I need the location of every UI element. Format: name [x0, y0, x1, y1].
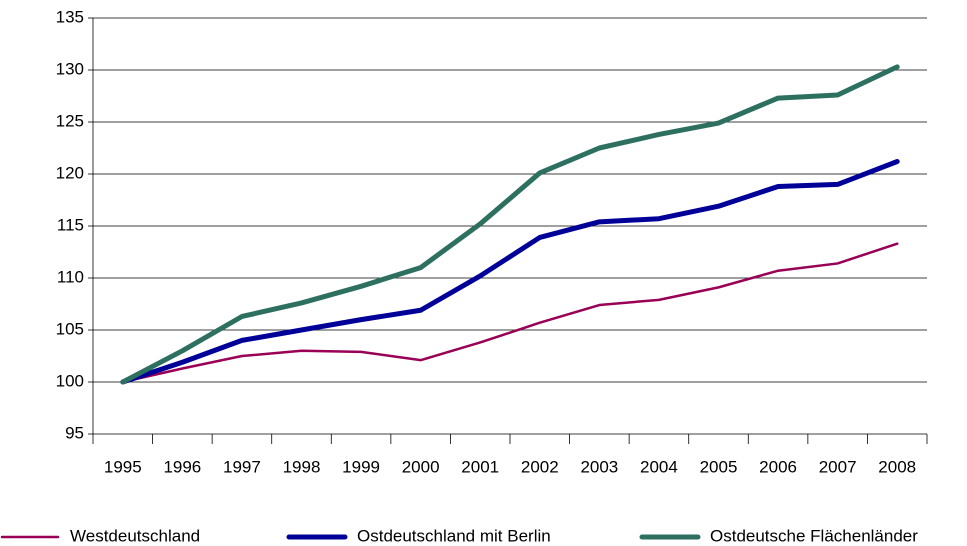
y-tick-label: 110 [57, 267, 84, 286]
y-tick-label: 130 [56, 59, 84, 78]
x-tick-label: 1999 [342, 457, 380, 476]
legend-label: Ostdeutsche Flächenländer [710, 526, 918, 545]
y-tick-label: 125 [56, 111, 84, 130]
x-tick-label: 2000 [402, 457, 440, 476]
x-tick-label: 1998 [283, 457, 321, 476]
x-tick-label: 2002 [521, 457, 559, 476]
x-tick-label: 2003 [580, 457, 618, 476]
x-tick-label: 2004 [640, 457, 678, 476]
x-tick-label: 2001 [461, 457, 499, 476]
x-tick-label: 1996 [163, 457, 201, 476]
legend-label: Westdeutschland [70, 526, 200, 545]
series-line [120, 159, 900, 385]
x-tick-label: 2006 [759, 457, 797, 476]
x-tick-label: 1995 [104, 457, 142, 476]
y-tick-label: 120 [56, 163, 84, 182]
y-tick-label: 115 [57, 215, 84, 234]
y-tick-label: 100 [56, 371, 84, 390]
x-tick-label: 2007 [819, 457, 857, 476]
x-tick-label: 2005 [700, 457, 738, 476]
y-tick-label: 95 [65, 423, 84, 442]
series-line [121, 242, 899, 384]
y-tick-label: 105 [56, 319, 84, 338]
legend-label: Ostdeutschland mit Berlin [357, 526, 551, 545]
series-line [120, 64, 900, 385]
y-tick-label: 135 [56, 7, 84, 26]
x-tick-label: 2008 [878, 457, 916, 476]
x-tick-label: 1997 [223, 457, 261, 476]
